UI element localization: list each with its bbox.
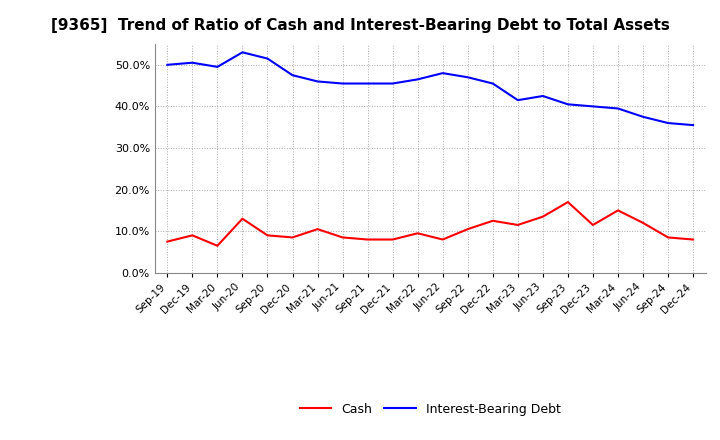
Cash — [413, 231, 422, 236]
Cash — [163, 239, 171, 244]
Cash — [388, 237, 397, 242]
Cash — [664, 235, 672, 240]
Interest-Bearing Debt — [364, 81, 372, 86]
Interest-Bearing Debt — [188, 60, 197, 66]
Cash — [639, 220, 647, 226]
Cash — [589, 222, 598, 227]
Interest-Bearing Debt — [288, 73, 297, 78]
Cash — [213, 243, 222, 249]
Cash — [464, 227, 472, 232]
Interest-Bearing Debt — [664, 121, 672, 126]
Line: Interest-Bearing Debt: Interest-Bearing Debt — [167, 52, 693, 125]
Interest-Bearing Debt — [413, 77, 422, 82]
Interest-Bearing Debt — [263, 56, 271, 61]
Cash — [564, 199, 572, 205]
Cash — [539, 214, 547, 219]
Cash — [238, 216, 247, 221]
Interest-Bearing Debt — [213, 64, 222, 70]
Cash — [288, 235, 297, 240]
Text: [9365]  Trend of Ratio of Cash and Interest-Bearing Debt to Total Assets: [9365] Trend of Ratio of Cash and Intere… — [50, 18, 670, 33]
Interest-Bearing Debt — [689, 122, 698, 128]
Interest-Bearing Debt — [613, 106, 622, 111]
Legend: Cash, Interest-Bearing Debt: Cash, Interest-Bearing Debt — [294, 398, 566, 421]
Interest-Bearing Debt — [163, 62, 171, 67]
Cash — [338, 235, 347, 240]
Interest-Bearing Debt — [513, 98, 522, 103]
Interest-Bearing Debt — [488, 81, 497, 86]
Interest-Bearing Debt — [438, 70, 447, 76]
Interest-Bearing Debt — [464, 75, 472, 80]
Interest-Bearing Debt — [238, 50, 247, 55]
Cash — [188, 233, 197, 238]
Interest-Bearing Debt — [589, 104, 598, 109]
Cash — [488, 218, 497, 224]
Interest-Bearing Debt — [564, 102, 572, 107]
Cash — [513, 222, 522, 227]
Cash — [364, 237, 372, 242]
Interest-Bearing Debt — [539, 93, 547, 99]
Interest-Bearing Debt — [388, 81, 397, 86]
Cash — [313, 227, 322, 232]
Cash — [613, 208, 622, 213]
Line: Cash: Cash — [167, 202, 693, 246]
Interest-Bearing Debt — [338, 81, 347, 86]
Cash — [438, 237, 447, 242]
Cash — [263, 233, 271, 238]
Interest-Bearing Debt — [639, 114, 647, 119]
Cash — [689, 237, 698, 242]
Interest-Bearing Debt — [313, 79, 322, 84]
